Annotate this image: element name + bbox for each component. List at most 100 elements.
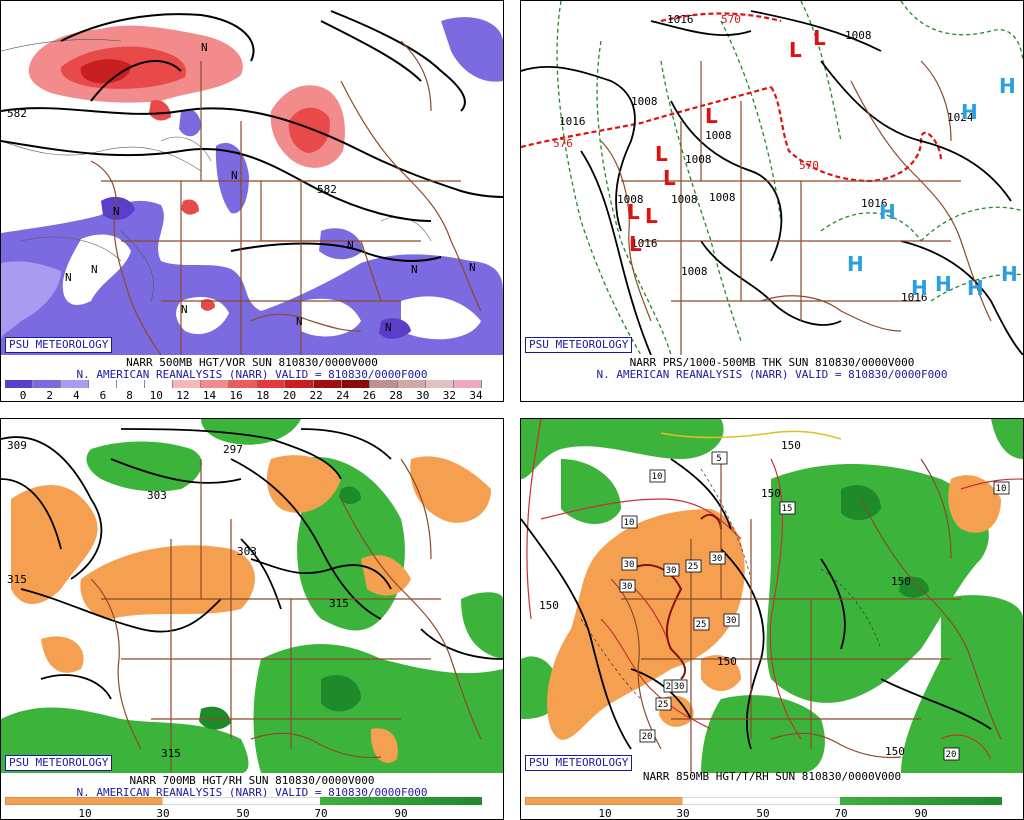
isobar-label: 1016: [861, 197, 888, 210]
temperature-label: 25: [666, 682, 677, 692]
temperature-label: 25: [696, 620, 707, 630]
temperature-label-box: 25: [685, 559, 702, 573]
thickness-label: 570: [799, 159, 819, 172]
colorbar-tick-label: 32: [442, 389, 456, 402]
colorbar-segment: [285, 380, 314, 388]
isobar-label: 1016: [667, 13, 694, 26]
temperature-label: 30: [674, 682, 685, 692]
temperature-label-box: 30: [663, 563, 680, 577]
vorticity-min-marker: N: [411, 263, 418, 276]
colorbar-tick-label: 26: [362, 389, 377, 402]
vorticity-min-marker: N: [201, 41, 208, 54]
colorbar-tick-label: 12: [176, 389, 190, 402]
temperature-label: 10: [652, 472, 663, 482]
low-pressure-marker: L: [813, 26, 826, 50]
height-label: 150: [781, 439, 801, 452]
colorbar-tick-label: 24: [336, 389, 350, 402]
temperature-label: 25: [688, 562, 699, 572]
low-pressure-marker: L: [655, 142, 668, 166]
height-label: 150: [539, 599, 559, 612]
valid-time-line: N. AMERICAN REANALYSIS (NARR) VALID = 81…: [76, 368, 428, 381]
colorbar-tick-label: 90: [394, 807, 408, 820]
vorticity-min-marker: N: [469, 261, 476, 274]
height-label: 303: [237, 545, 257, 558]
temperature-label: 30: [622, 582, 633, 592]
colorbar-tick-label: 10: [149, 389, 163, 402]
low-pressure-marker: L: [663, 166, 676, 190]
isobar-label: 1016: [631, 237, 658, 250]
height-label: 303: [147, 489, 167, 502]
colorbar-tick-label: 6: [99, 389, 107, 402]
isobar-label: 1016: [559, 115, 586, 128]
thickness-label: 576: [553, 137, 573, 150]
colorbar-tick-label: 30: [676, 807, 690, 820]
height-label: 315: [7, 573, 27, 586]
temperature-label: 30: [712, 554, 723, 564]
temperature-label-box: 30: [709, 551, 726, 565]
temperature-label: 20: [946, 750, 957, 760]
panel-title: NARR 500MB HGT/VOR SUN 810830/0000V000: [126, 356, 378, 369]
temperature-label-box: 30: [671, 679, 688, 693]
isobar-label: 1008: [631, 95, 658, 108]
temperature-label-box: 15: [779, 501, 796, 515]
height-label: 150: [761, 487, 781, 500]
psu-meteorology-badge: PSU METEOROLOGY: [525, 337, 633, 353]
temperature-label: 20: [642, 732, 653, 742]
colorbar-segment: [341, 380, 370, 388]
colorbar-segment: [61, 380, 90, 388]
height-label: 150: [885, 745, 905, 758]
colorbar-segment: [145, 380, 174, 388]
temperature-label-box: 10: [621, 515, 638, 529]
height-label: 309: [7, 439, 27, 452]
low-pressure-marker: L: [627, 200, 640, 224]
psu-meteorology-badge: PSU METEOROLOGY: [525, 755, 633, 771]
colorbar-segment: [257, 380, 286, 388]
isobar-label: 1008: [705, 129, 732, 142]
isobar-label: 1024: [947, 111, 974, 124]
humidity-colorbar-ticks: 10 30 50 70 90: [5, 808, 482, 819]
colorbar-tick-label: 20: [282, 389, 297, 402]
high-pressure-marker: H: [1001, 262, 1018, 286]
high-pressure-marker: H: [961, 100, 978, 124]
temperature-label-box: 20: [639, 729, 656, 743]
high-pressure-marker: H: [911, 276, 928, 300]
low-pressure-marker: L: [705, 104, 718, 128]
colorbar-tick-label: 70: [834, 807, 848, 820]
isobar-label: 1008: [845, 29, 872, 42]
height-label: 150: [717, 655, 737, 668]
colorbar-tick-label: 16: [229, 389, 243, 402]
high-pressure-marker: H: [879, 200, 896, 224]
temperature-label-box: 10: [993, 481, 1010, 495]
vorticity-map: 582 582 N N N N N N N N N N N: [1, 1, 503, 355]
colorbar-tick-label: 0: [19, 389, 27, 402]
colorbar-tick-label: 4: [72, 389, 80, 402]
vorticity-min-marker: N: [91, 263, 98, 276]
vorticity-min-marker: N: [347, 239, 354, 252]
isobar-label: 1008: [671, 193, 698, 206]
colorbar-segment: [5, 380, 34, 388]
vorticity-colorbar-ticks: 0 2 4 6 8 10 12 14 16 18 20 22 24 26 28 30 32 34: [5, 389, 483, 402]
vorticity-min-marker: N: [113, 205, 120, 218]
temperature-label: 10: [996, 484, 1007, 494]
colorbar-segment: [425, 380, 454, 388]
height-label: 582: [7, 107, 27, 120]
temperature-label-box: 30: [621, 557, 638, 571]
colorbar-segment: [201, 380, 230, 388]
vorticity-min-marker: N: [181, 303, 188, 316]
colorbar-tick-label: 34: [469, 389, 483, 402]
temperature-label: 15: [782, 504, 793, 514]
colorbar-tick-label: 30: [156, 807, 170, 820]
humidity-colorbar: [5, 797, 482, 805]
low-pressure-marker: L: [645, 204, 658, 228]
pressure-thickness-map: 1016 570 1008 1016 576 1008 1008 1008 10…: [521, 1, 1023, 355]
vorticity-min-marker: N: [296, 315, 303, 328]
temperature-label: 30: [726, 616, 737, 626]
height-label: 315: [161, 747, 181, 760]
colorbar-segment: [453, 380, 482, 388]
colorbar-segment: [397, 380, 426, 388]
vorticity-colorbar: [5, 380, 482, 388]
colorbar-segment: [33, 380, 62, 388]
colorbar-segment: [89, 380, 118, 388]
height-label: 150: [891, 575, 911, 588]
